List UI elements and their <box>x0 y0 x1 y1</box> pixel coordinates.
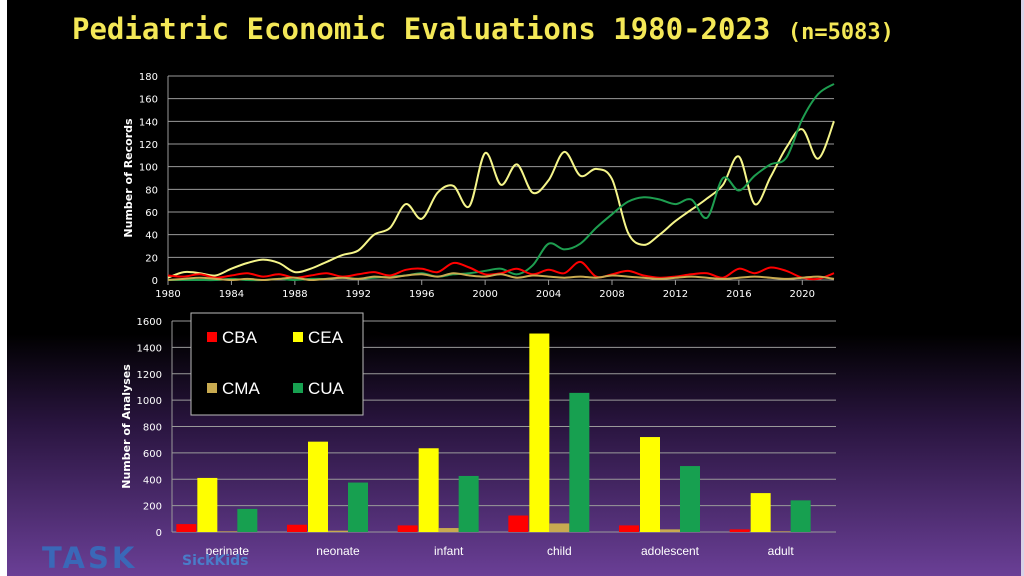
line-x-tick-label: 2012 <box>663 289 688 300</box>
bar-cua <box>348 482 368 532</box>
right-edge-bar <box>1021 0 1024 576</box>
line-series-cua <box>168 83 835 282</box>
bar-cea <box>197 477 218 532</box>
bar-cea <box>750 493 771 532</box>
legend-label-cba: CBA <box>222 328 258 347</box>
bar-cba <box>287 524 307 532</box>
title-count: (n=5083) <box>787 20 894 45</box>
line-x-tick-label: 2008 <box>599 289 624 300</box>
bar-category-label: neonate <box>316 544 360 558</box>
line-y-tick-label: 100 <box>139 163 158 174</box>
bar-cma <box>549 523 570 532</box>
line-x-tick-label: 1988 <box>282 289 307 300</box>
bar-y-axis-label: Number of Analyses <box>120 364 133 489</box>
line-x-tick-label: 2016 <box>726 289 751 300</box>
legend-swatch-cba <box>207 332 217 342</box>
bar-cua <box>790 500 811 532</box>
bar-cba <box>729 529 750 532</box>
slide-title: Pediatric Economic Evaluations 1980-2023… <box>72 12 894 46</box>
bar-cua <box>237 508 258 532</box>
bar-cea <box>418 448 439 532</box>
line-y-tick-label: 160 <box>139 95 158 106</box>
bar-y-tick-label: 200 <box>143 502 162 513</box>
bar-cea <box>640 437 660 532</box>
bar-y-tick-label: 1400 <box>137 343 162 354</box>
line-y-tick-label: 140 <box>139 117 158 128</box>
bar-category-label: adolescent <box>641 544 700 558</box>
line-x-tick-label: 1996 <box>409 289 434 300</box>
left-edge-bar <box>0 0 7 576</box>
line-y-axis-label: Number of Records <box>122 118 135 238</box>
title-main: Pediatric Economic Evaluations 1980-2023 <box>72 12 771 46</box>
legend-swatch-cua <box>293 383 303 393</box>
line-x-tick-label: 2000 <box>472 289 497 300</box>
legend-box <box>190 312 364 416</box>
bar-cua <box>680 466 700 532</box>
bar-cba <box>619 525 639 532</box>
bar-cea <box>529 333 550 532</box>
bar-cua <box>458 475 479 532</box>
task-logo: TASK <box>42 541 138 575</box>
legend-swatch-cma <box>207 383 217 393</box>
line-x-tick-label: 1992 <box>346 289 371 300</box>
bar-cea <box>308 441 328 532</box>
bar-y-tick-label: 1200 <box>137 370 162 381</box>
line-y-tick-label: 120 <box>139 140 158 151</box>
line-x-tick-label: 2004 <box>536 289 561 300</box>
bar-y-tick-label: 1000 <box>137 396 162 407</box>
bar-category-label: child <box>547 544 572 558</box>
bar-y-tick-label: 400 <box>143 475 162 486</box>
legend-label-cea: CEA <box>308 328 344 347</box>
legend-label-cma: CMA <box>222 379 260 398</box>
bar-y-tick-label: 800 <box>143 423 162 434</box>
line-series-cba <box>167 260 835 281</box>
bar-category-label: perinate <box>206 544 250 558</box>
line-x-tick-label: 1980 <box>155 289 180 300</box>
line-x-tick-label: 1984 <box>219 289 244 300</box>
line-y-tick-label: 40 <box>145 231 158 242</box>
line-y-tick-label: 80 <box>145 185 158 196</box>
bar-category-label: adult <box>768 544 795 558</box>
bar-cma <box>660 529 680 532</box>
bar-category-label: infant <box>434 544 464 558</box>
bar-y-tick-label: 600 <box>143 449 162 460</box>
line-y-tick-label: 20 <box>145 253 158 264</box>
bar-y-tick-label: 0 <box>156 528 162 539</box>
line-series-cma <box>167 272 835 282</box>
line-y-tick-label: 180 <box>139 72 158 83</box>
legend-swatch-cea <box>293 332 303 342</box>
line-y-tick-label: 0 <box>152 276 158 287</box>
bar-legend: CBA CEA CMA CUA <box>190 312 364 416</box>
line-series-cea <box>167 120 835 279</box>
bar-cba <box>508 515 529 532</box>
bar-cma <box>217 531 238 532</box>
bar-cba <box>176 524 197 532</box>
line-x-tick-label: 2020 <box>790 289 815 300</box>
bar-cma <box>438 528 459 532</box>
bar-cba <box>397 525 418 532</box>
bar-cma <box>328 530 348 532</box>
line-y-tick-label: 60 <box>145 208 158 219</box>
legend-label-cua: CUA <box>308 379 345 398</box>
bar-cua <box>569 392 590 532</box>
bar-y-tick-label: 1600 <box>137 317 162 328</box>
sickkids-logo: SickKids <box>182 553 249 569</box>
bar-cma <box>770 531 791 532</box>
